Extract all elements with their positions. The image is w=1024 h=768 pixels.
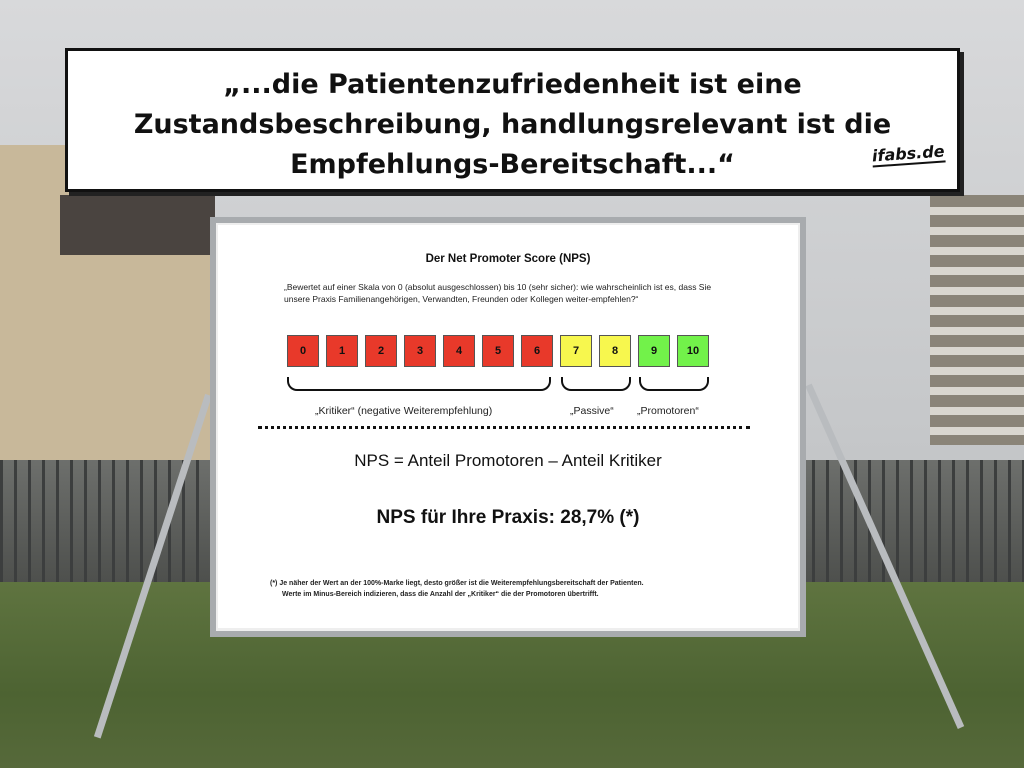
billboard-panel: Der Net Promoter Score (NPS) „Bewertet a… — [218, 225, 798, 628]
scale-box-8: 8 — [599, 335, 631, 367]
building-roof — [60, 195, 215, 255]
scale-box-4: 4 — [443, 335, 475, 367]
quote-box: „...die Patientenzufriedenheit ist eine … — [65, 48, 960, 192]
nps-result: NPS für Ihre Praxis: 28,7% (*) — [376, 507, 640, 528]
building-left — [0, 145, 215, 465]
quote-line: „...die Patientenzufriedenheit ist eine — [223, 69, 802, 100]
scale-box-3: 3 — [404, 335, 436, 367]
label-critics: „Kritiker“ (negative Weiterempfehlung) — [315, 405, 493, 417]
brace-promoters — [639, 377, 709, 391]
quote-line: Zustandsbeschreibung, handlungsrelevant … — [133, 109, 892, 140]
scale-box-5: 5 — [482, 335, 514, 367]
nps-question: „Bewertet auf einer Skala von 0 (absolut… — [284, 282, 712, 304]
brace-passive — [561, 377, 631, 391]
nps-title: Der Net Promoter Score (NPS) — [425, 253, 591, 265]
scale-box-6: 6 — [521, 335, 553, 367]
brace-critics — [287, 377, 551, 391]
label-promoters: „Promotoren“ — [637, 405, 699, 417]
label-passive: „Passive“ — [570, 405, 614, 417]
scale-box-0: 0 — [287, 335, 319, 367]
nps-formula: NPS = Anteil Promotoren – Anteil Kritike… — [354, 451, 662, 470]
scale-box-10: 10 — [677, 335, 709, 367]
footnote: (*) Je näher der Wert an der 100%-Marke … — [270, 578, 644, 600]
scale-box-9: 9 — [638, 335, 670, 367]
dotted-divider — [258, 426, 750, 429]
scale-box-2: 2 — [365, 335, 397, 367]
scale-box-7: 7 — [560, 335, 592, 367]
building-right — [930, 195, 1024, 445]
scale-box-1: 1 — [326, 335, 358, 367]
footnote-line: (*) Je näher der Wert an der 100%-Marke … — [270, 580, 644, 587]
footnote-line: Werte im Minus-Bereich indizieren, dass … — [282, 591, 599, 598]
quote-line: Empfehlungs-Bereitschaft...“ — [290, 149, 735, 180]
